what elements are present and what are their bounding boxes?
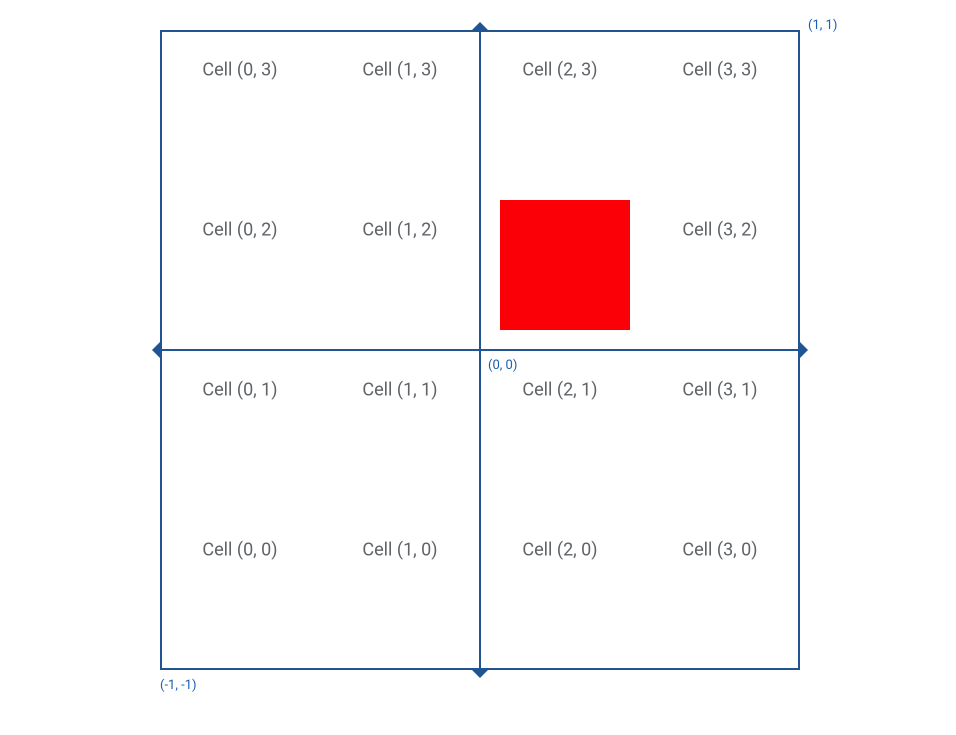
cell-label: Cell (2, 0) (522, 540, 597, 561)
arrow-left-icon (152, 342, 160, 358)
cell-label: Cell (0, 2) (202, 220, 277, 241)
cell-label: Cell (0, 0) (202, 540, 277, 561)
arrow-up-icon (472, 22, 488, 30)
coord-label-origin: (0, 0) (488, 358, 517, 373)
cell-label: Cell (1, 0) (362, 540, 437, 561)
cell-label: Cell (1, 1) (362, 380, 437, 401)
coord-label-bottom-left: (-1, -1) (160, 678, 197, 693)
cell-label: Cell (0, 3) (202, 60, 277, 81)
arrow-down-icon (472, 670, 488, 678)
cell-label: Cell (0, 1) (202, 380, 277, 401)
arrow-right-icon (800, 342, 808, 358)
coordinate-diagram: (1, 1) (0, 0) (-1, -1) Cell (0, 3) Cell (… (0, 0, 956, 735)
cell-label: Cell (3, 2) (682, 220, 757, 241)
cell-label: Cell (3, 1) (682, 380, 757, 401)
coord-label-top-right: (1, 1) (808, 18, 837, 33)
cell-label: Cell (3, 0) (682, 540, 757, 561)
cell-label: Cell (2, 3) (522, 60, 597, 81)
cell-label: Cell (1, 3) (362, 60, 437, 81)
cell-label: Cell (3, 3) (682, 60, 757, 81)
highlight-square (500, 200, 630, 330)
cell-label: Cell (1, 2) (362, 220, 437, 241)
cell-label: Cell (2, 1) (522, 380, 597, 401)
y-axis (479, 30, 481, 670)
